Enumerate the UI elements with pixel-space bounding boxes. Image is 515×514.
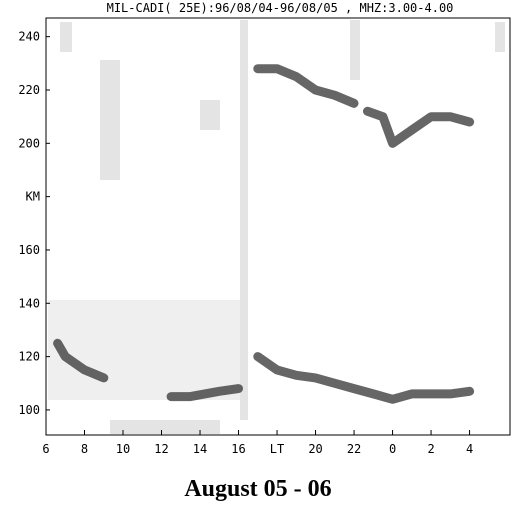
x-tick-label: 0	[389, 442, 396, 456]
chart-title: MIL-CADI( 25E):96/08/04-96/08/05 , MHZ:3…	[107, 1, 454, 15]
x-tick-label: 20	[308, 442, 322, 456]
x-tick-label: LT	[270, 442, 284, 456]
caption: August 05 - 06	[184, 476, 331, 502]
noise	[48, 20, 505, 434]
y-tick-label: 240	[18, 30, 40, 44]
y-tick-label: 140	[18, 296, 40, 310]
y-tick-label: KM	[26, 190, 40, 204]
x-tick-label: 4	[466, 442, 473, 456]
x-tick-label: 14	[193, 442, 207, 456]
y-tick-label: 220	[18, 83, 40, 97]
y-tick-label: 100	[18, 403, 40, 417]
x-tick-label: 2	[427, 442, 434, 456]
y-tick-label: 120	[18, 350, 40, 364]
x-tick-label: 10	[116, 442, 130, 456]
x-tick-label: 6	[42, 442, 49, 456]
x-tick-label: 12	[154, 442, 168, 456]
y-tick-label: 160	[18, 243, 40, 257]
y-tick-label: 200	[18, 136, 40, 150]
echo-trace	[53, 338, 475, 404]
x-tick-label: 22	[347, 442, 361, 456]
x-tick-label: 16	[231, 442, 245, 456]
plot-frame	[45, 17, 511, 436]
echo-trace	[253, 64, 475, 148]
x-tick-label: 8	[81, 442, 88, 456]
